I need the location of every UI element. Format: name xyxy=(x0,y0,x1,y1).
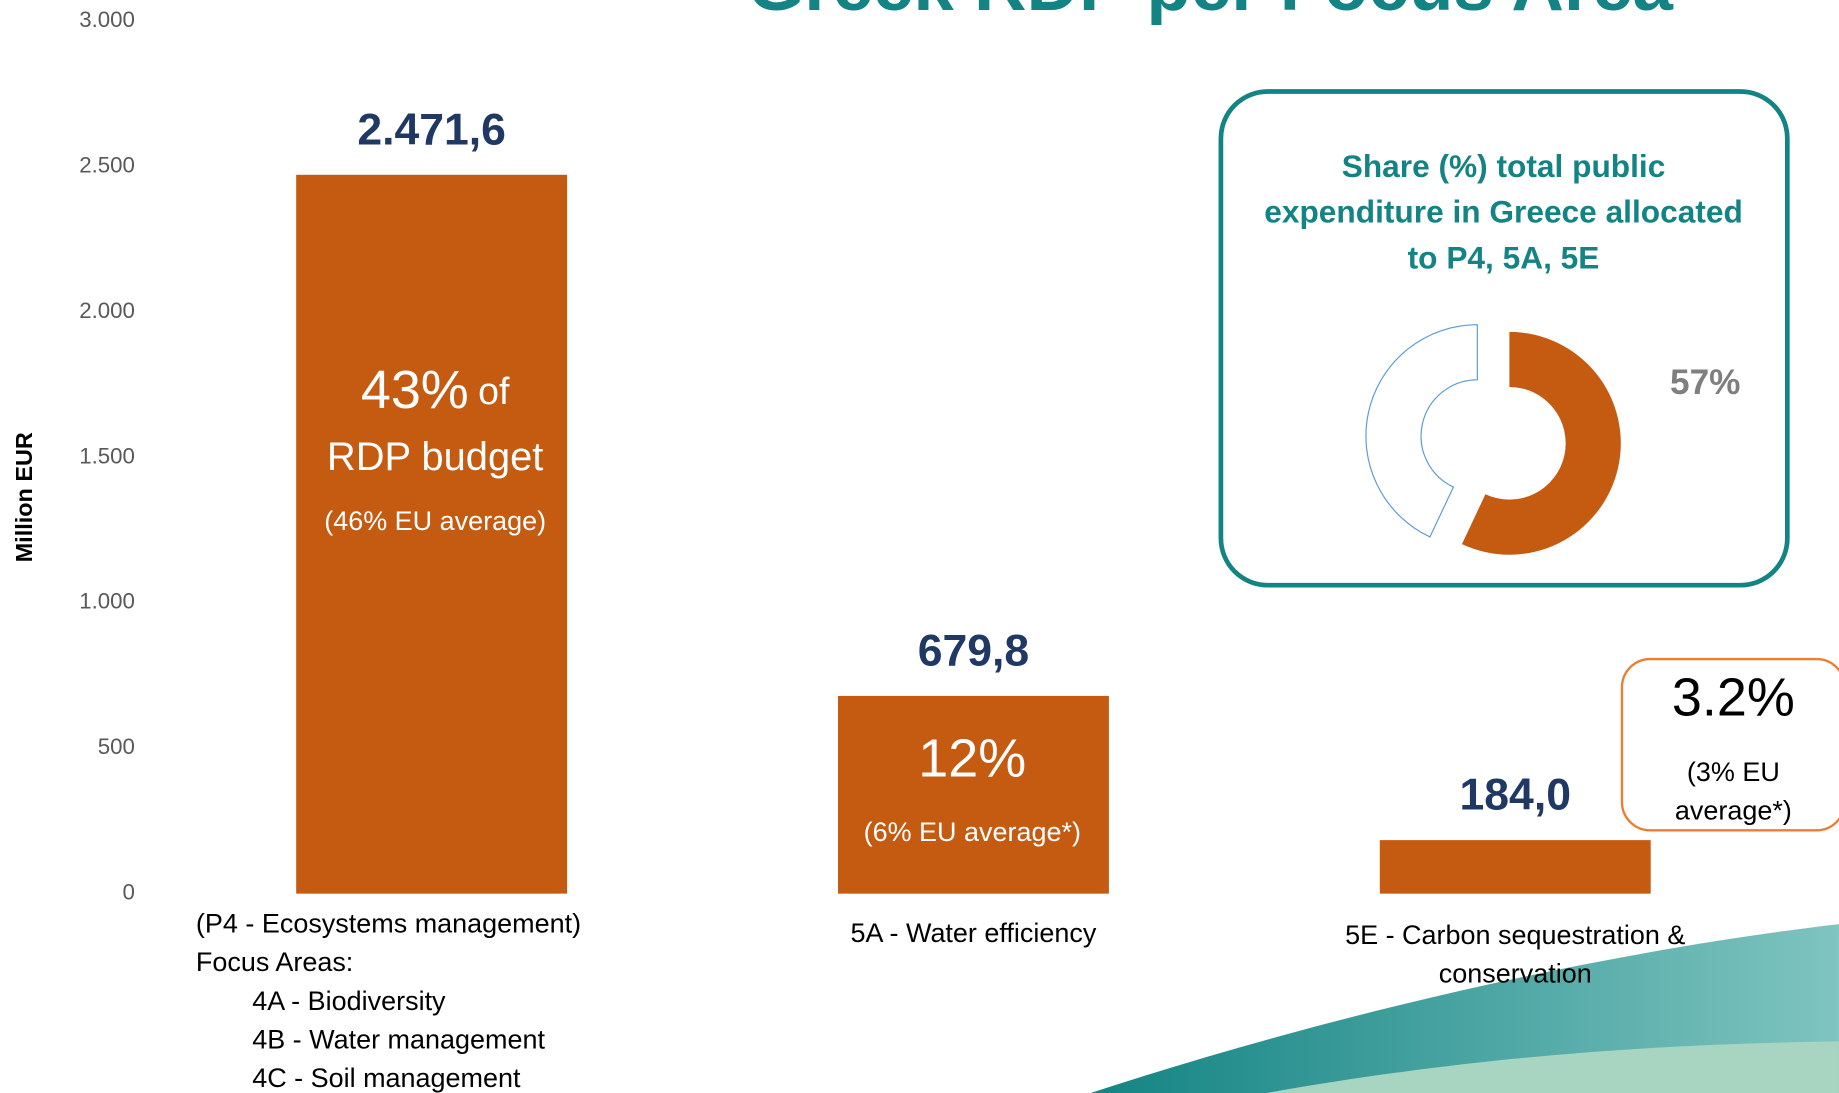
donut-value-label: 57% xyxy=(1670,363,1740,402)
x-tick-label: (P4 - Ecosystems management) xyxy=(196,908,581,938)
bar-note-big: 43% of xyxy=(361,360,510,420)
x-tick-label: 5E - Carbon sequestration & conservation xyxy=(1345,920,1685,989)
bar xyxy=(1379,840,1651,894)
bar-note-eu: (6% EU average*) xyxy=(864,817,1081,847)
bar-note-eu: (46% EU average) xyxy=(324,506,546,536)
bar xyxy=(837,695,1109,894)
bar xyxy=(296,174,568,894)
bar-note-percent: 43% xyxy=(361,360,469,420)
donut-segment xyxy=(1461,331,1621,555)
value-label: 2.471,6 xyxy=(357,105,506,154)
focus-area-item: 4A - Biodiversity xyxy=(252,986,446,1016)
bar-note-big: 12% xyxy=(918,729,1026,789)
focus-area-item: 4C - Soil management xyxy=(252,1063,521,1093)
slide-title: Greek RDP per Focus Area xyxy=(748,0,1674,26)
x-tick-label: 5A - Water efficiency xyxy=(851,918,1097,948)
y-axis-label: Million EUR xyxy=(11,432,37,562)
y-tick-label: 0 xyxy=(123,880,135,905)
y-tick-label: 2.500 xyxy=(79,152,135,177)
donut-box xyxy=(1218,89,1790,588)
callout-box xyxy=(1620,657,1839,832)
y-tick-label: 500 xyxy=(98,734,135,759)
y-tick-label: 2.000 xyxy=(79,298,135,323)
donut-segment xyxy=(1365,324,1478,538)
focus-area-item: 4B - Water management xyxy=(252,1025,545,1055)
decor-swoosh-light xyxy=(1266,1041,1839,1093)
value-label: 679,8 xyxy=(918,626,1029,675)
donut-title: Share (%) total public expenditure in Gre… xyxy=(1264,148,1743,275)
y-tick-label: 3.000 xyxy=(79,7,135,32)
focus-areas-title: Focus Areas: xyxy=(196,947,353,977)
bar-note-line: RDP budget xyxy=(327,435,543,479)
value-label: 184,0 xyxy=(1460,771,1571,820)
y-tick-label: 1.500 xyxy=(79,443,135,468)
bar-note-of: of xyxy=(478,370,510,412)
callout-eu: (3% EU average*) xyxy=(1675,757,1792,826)
callout-big: 3.2% xyxy=(1672,668,1795,728)
y-tick-label: 1.000 xyxy=(79,589,135,614)
